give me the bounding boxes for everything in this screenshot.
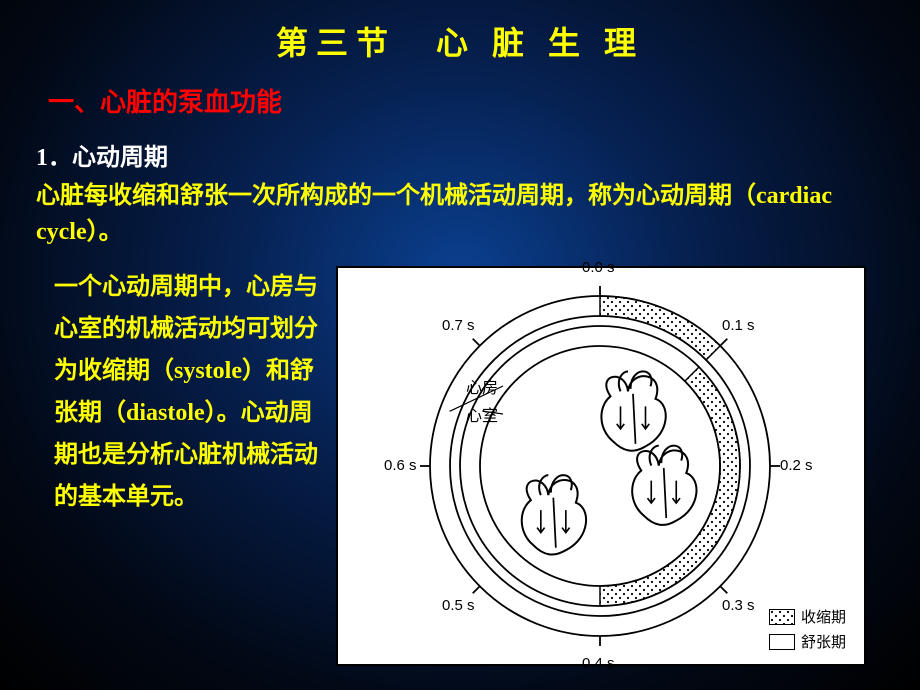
tick-label: 0.7 s: [442, 317, 475, 334]
legend-row-diastole: 舒张期: [769, 631, 846, 652]
legend-row-systole: 收缩期: [769, 606, 846, 627]
tick-label: 0.4 s: [582, 655, 615, 672]
legend-box-diastole: [769, 634, 795, 650]
slide-title: 第三节 心 脏 生 理: [0, 0, 920, 64]
section-heading: 一、心脏的泵血功能: [48, 82, 920, 119]
ring-label-ventricle: 心室: [466, 402, 498, 426]
ring-label-atrium: 心房: [466, 374, 498, 398]
legend-label-diastole: 舒张期: [801, 631, 846, 652]
legend-label-systole: 收缩期: [801, 606, 846, 627]
body-row: 一个心动周期中，心房与心室的机械活动均可划分为收缩期（systole）和舒张期（…: [0, 266, 920, 666]
tick-label: 0.1 s: [722, 317, 755, 334]
tick-label: 0.5 s: [442, 597, 475, 614]
left-column: 一个心动周期中，心房与心室的机械活动均可划分为收缩期（systole）和舒张期（…: [0, 266, 330, 666]
tick-label: 0.2 s: [780, 457, 813, 474]
paragraph-text: 一个心动周期中，心房与心室的机械活动均可划分为收缩期（systole）和舒张期（…: [54, 266, 330, 518]
cardiac-cycle-diagram: 心房 心室 0.0 s0.1 s0.2 s0.3 s0.4 s0.5 s0.6 …: [336, 266, 866, 666]
diagram-legend: 收缩期 舒张期: [769, 602, 846, 652]
tick-label: 0.0 s: [582, 259, 615, 276]
legend-box-systole: [769, 609, 795, 625]
tick-label: 0.6 s: [384, 457, 417, 474]
tick-label: 0.3 s: [722, 597, 755, 614]
sub-heading: 1．心动周期: [36, 137, 920, 172]
definition-text: 心脏每收缩和舒张一次所构成的一个机械活动周期，称为心动周期（cardiac cy…: [36, 178, 880, 250]
